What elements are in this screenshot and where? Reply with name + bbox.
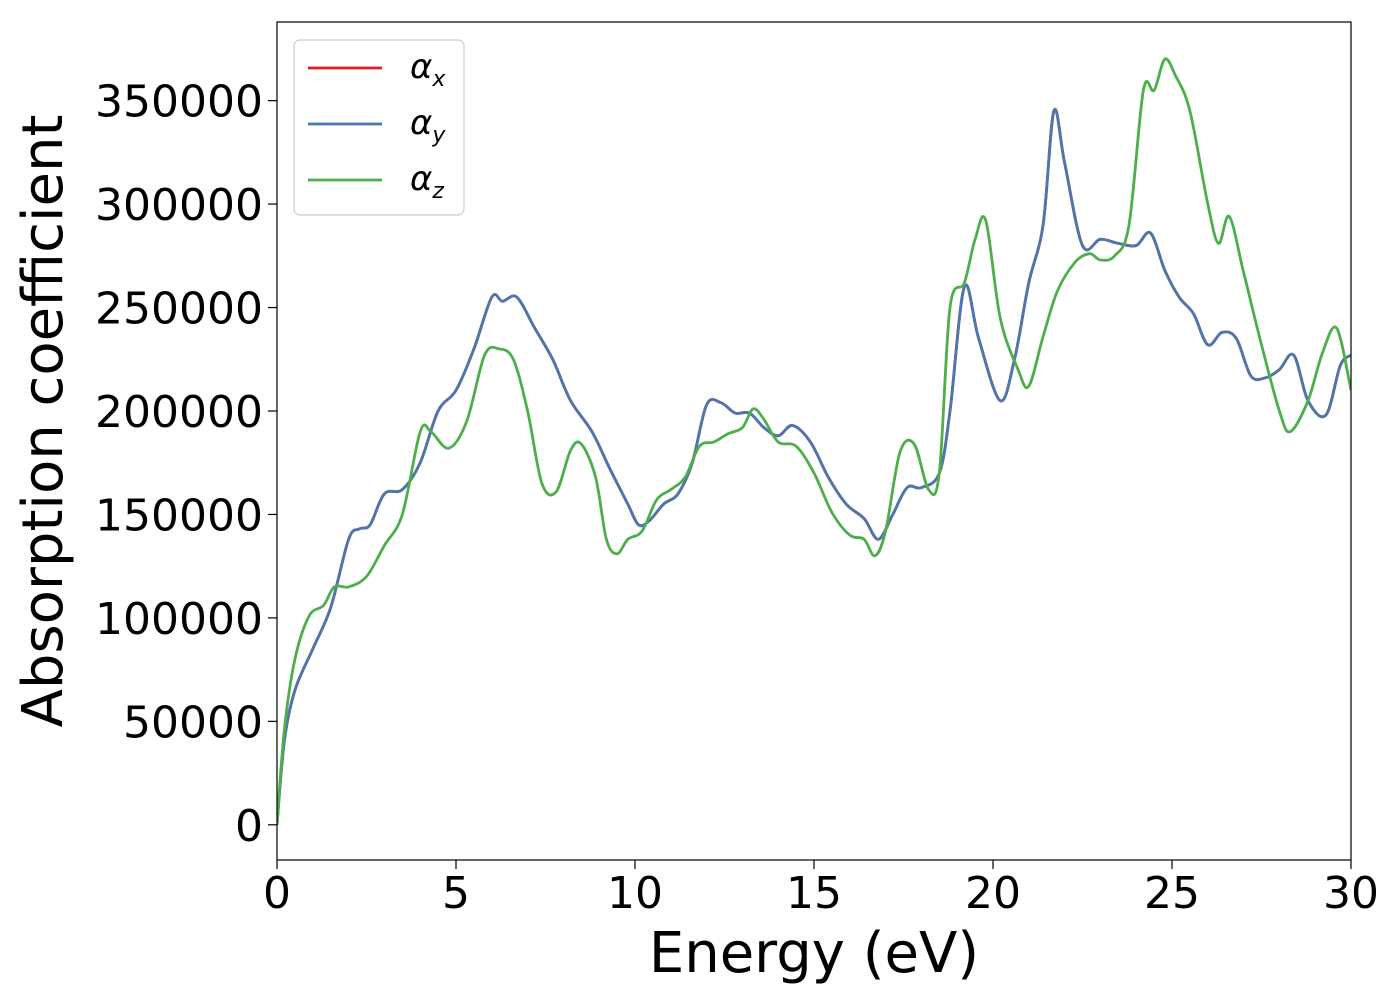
y-tick-label: 0 <box>235 801 263 852</box>
plot-frame <box>276 21 1352 861</box>
x-tick-label: 30 <box>1323 868 1379 919</box>
series-layer <box>277 57 1351 825</box>
legend-box <box>293 39 465 216</box>
series-line-y <box>277 107 1351 825</box>
y-tick-label: 250000 <box>95 284 263 335</box>
y-tick-label: 100000 <box>95 594 263 645</box>
y-tick-label: 350000 <box>95 77 263 128</box>
x-tick-label: 0 <box>263 868 291 919</box>
y-axis-title: Absorption coefficient <box>11 115 76 728</box>
series-line-x <box>277 107 1351 825</box>
y-tick-label: 300000 <box>95 180 263 231</box>
x-axis-title: Energy (eV) <box>649 921 979 986</box>
y-tick-label: 200000 <box>95 387 263 438</box>
x-tick-label: 15 <box>786 868 842 919</box>
x-tick-label: 25 <box>1144 868 1200 919</box>
x-tick-label: 20 <box>965 868 1021 919</box>
x-tick-label: 10 <box>607 868 663 919</box>
series-line-z <box>277 57 1351 825</box>
y-tick-label: 150000 <box>95 490 263 541</box>
y-axis-ticks: 0 50000 100000 150000 200000 250000 300000 3500… <box>95 77 277 852</box>
y-tick-label: 50000 <box>123 697 263 748</box>
x-tick-label: 5 <box>442 868 470 919</box>
x-axis-ticks: 0 5 10 15 20 25 30 <box>263 860 1379 919</box>
